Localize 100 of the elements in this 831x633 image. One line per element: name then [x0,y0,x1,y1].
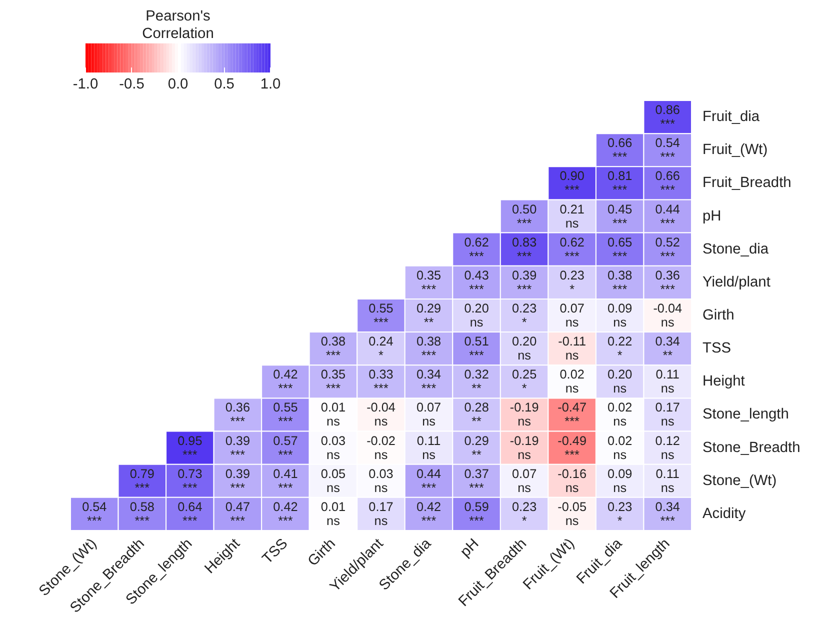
data-label: 0.39 *** [225,434,250,462]
data-label: 0.66 *** [655,169,680,198]
y-tick-label: Stone_(Wt) [702,472,777,489]
data-label: 0.17 ns [655,400,680,429]
color-bar-title: Pearson's Correlation [142,8,214,42]
y-tick-label: Fruit_Breadth [702,175,792,192]
data-label: 0.23 * [512,500,537,528]
data-label: -0.02 ns [366,434,396,462]
y-tick-label: Stone_Breadth [702,440,800,456]
data-label: 0.42 *** [273,368,298,396]
data-label: 0.29 ** [464,434,489,462]
data-label: 0.38 *** [416,334,442,363]
data-label: 0.01 ns [320,400,346,429]
data-label: 0.38 *** [320,334,346,363]
data-label: -0.47 *** [558,400,587,429]
data-label: 0.83 *** [512,235,537,264]
data-label: 0.51 *** [464,334,489,363]
data-label: 0.42 *** [416,500,442,528]
y-tick-label: Stone_dia [702,241,770,258]
data-label: 0.03 ns [368,466,394,495]
data-label: -0.19 ns [510,434,539,462]
data-label: 0.17 ns [368,500,394,528]
y-tick-label: pH [702,208,722,224]
data-label: 0.62 *** [560,235,584,264]
data-label: 0.07 ns [512,466,537,495]
y-tick-label: TSS [702,340,732,357]
data-label: 0.03 ns [320,434,346,462]
data-label: 0.43 *** [464,268,489,296]
data-label: 0.39 *** [225,466,250,495]
y-tick-label: Height [702,374,745,390]
data-label: -0.04 ns [366,400,396,429]
data-label: 0.95 *** [178,434,202,462]
data-label: 0.62 *** [464,235,489,264]
data-label: 0.66 *** [608,136,632,164]
data-label: 0.55 *** [273,400,298,429]
y-tick-label: Fruit_dia [702,109,760,126]
y-tick-label: Yield/plant [702,274,770,290]
data-label: 0.54 *** [82,500,107,528]
data-label: 0.65 *** [608,235,632,264]
data-label: 0.28 ** [464,400,489,429]
data-label: 0.11 ns [656,466,680,495]
color-bar-label: -1.0 [72,76,98,92]
data-label: 0.58 *** [130,500,154,528]
data-label: 0.34 ** [655,334,680,363]
color-bar-label: -0.5 [119,76,144,92]
data-label: 0.01 ns [320,500,346,528]
data-label: 0.55 *** [368,302,394,330]
data-label: 0.57 *** [273,434,298,462]
data-label: 0.07 ns [560,302,584,330]
data-label: -0.11 ns [558,334,586,363]
data-label: 0.47 *** [225,500,250,528]
data-label: 0.54 *** [655,136,680,164]
data-label: 0.02 ns [608,434,632,462]
data-label: 0.73 *** [178,466,202,495]
data-label: 0.50 *** [512,202,537,230]
data-label: 0.11 ns [656,368,680,396]
data-label: -0.04 ns [653,302,682,330]
data-label: 0.22 * [608,334,632,363]
data-label: 0.35 *** [320,368,346,396]
data-label: 0.33 *** [368,368,394,396]
data-label: 0.07 ns [416,400,442,429]
data-label: 0.21 ns [560,202,584,230]
data-label: 0.20 ns [512,334,537,363]
data-label: 0.34 *** [655,500,680,528]
y-tick-label: Fruit_(Wt) [702,142,768,158]
data-label: 0.44 *** [655,202,680,230]
data-label: 0.59 *** [464,500,489,528]
data-label: 0.52 *** [655,235,680,264]
data-label: 0.02 ns [560,368,584,396]
data-label: 0.09 ns [608,466,632,495]
data-label: 0.11 ns [416,434,441,462]
data-label: -0.16 ns [558,466,587,495]
data-label: 0.25 * [512,368,537,396]
data-label: 0.35 *** [416,268,442,296]
data-label: 0.20 ns [608,368,632,396]
data-label: 0.64 *** [178,500,202,528]
data-label: 0.23 * [608,500,632,528]
data-label: 0.05 ns [320,466,346,495]
data-label: 0.24 * [368,334,394,363]
y-tick-label: Acidity [702,506,746,522]
x-tick-label: TSS [260,536,292,568]
y-tick-label: Girth [702,308,734,324]
data-label: 0.44 *** [416,466,442,495]
data-label: 0.32 ** [464,368,489,396]
data-label: 0.86 *** [655,103,680,132]
data-label: 0.34 *** [416,368,442,396]
data-label: 0.41 *** [273,466,298,495]
data-label: 0.79 *** [130,466,154,495]
data-label: 0.38 *** [608,268,632,296]
data-label: 0.37 *** [464,466,489,495]
data-label: 0.36 *** [655,268,680,296]
data-label: -0.05 ns [558,500,587,528]
data-label: 0.23 * [512,302,537,330]
data-label: 0.39 *** [512,268,537,296]
y-tick-label: Stone_length [702,406,789,423]
data-label: 0.23 * [560,268,584,296]
data-label: 0.81 *** [608,169,632,198]
data-label: 0.29 ** [416,302,442,330]
color-bar-label: 0.5 [214,76,234,92]
data-label: 0.09 ns [608,302,632,330]
